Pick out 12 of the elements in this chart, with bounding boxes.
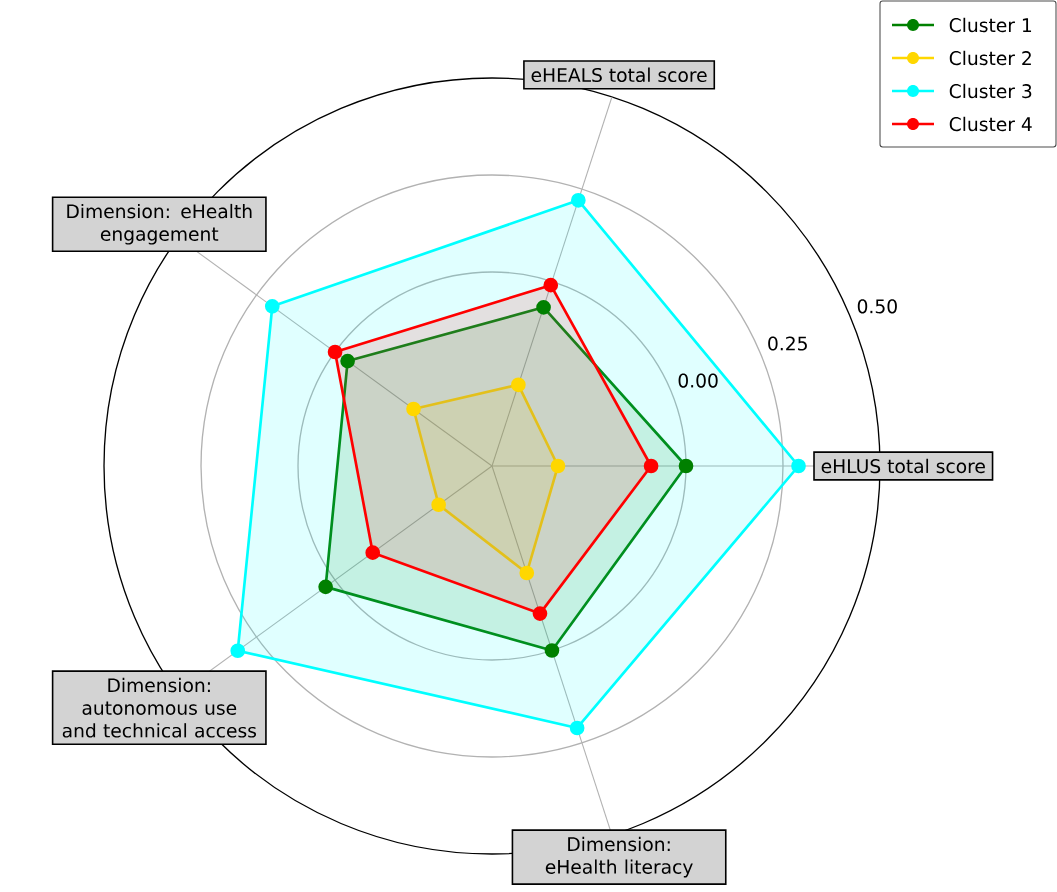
spoke-label: Dimension: eHealth engagement — [67, 203, 252, 245]
legend-label: Cluster 4 — [949, 116, 1032, 132]
spoke-label: Dimension: autonomous use and technical access — [62, 677, 257, 738]
y-tick-label: 0.50 — [857, 299, 897, 314]
spoke-label: eHLUS total score — [821, 458, 985, 474]
spoke-label: eHEALS total score — [531, 67, 707, 83]
spoke-label: Dimension: eHealth literacy — [545, 836, 693, 878]
legend-label: Cluster 1 — [949, 17, 1032, 33]
y-tick-label: 0.25 — [768, 336, 807, 351]
legend-label: Cluster 2 — [949, 50, 1031, 66]
legend-label: Cluster 3 — [949, 83, 1032, 99]
y-tick-label: 0.00 — [678, 373, 718, 388]
